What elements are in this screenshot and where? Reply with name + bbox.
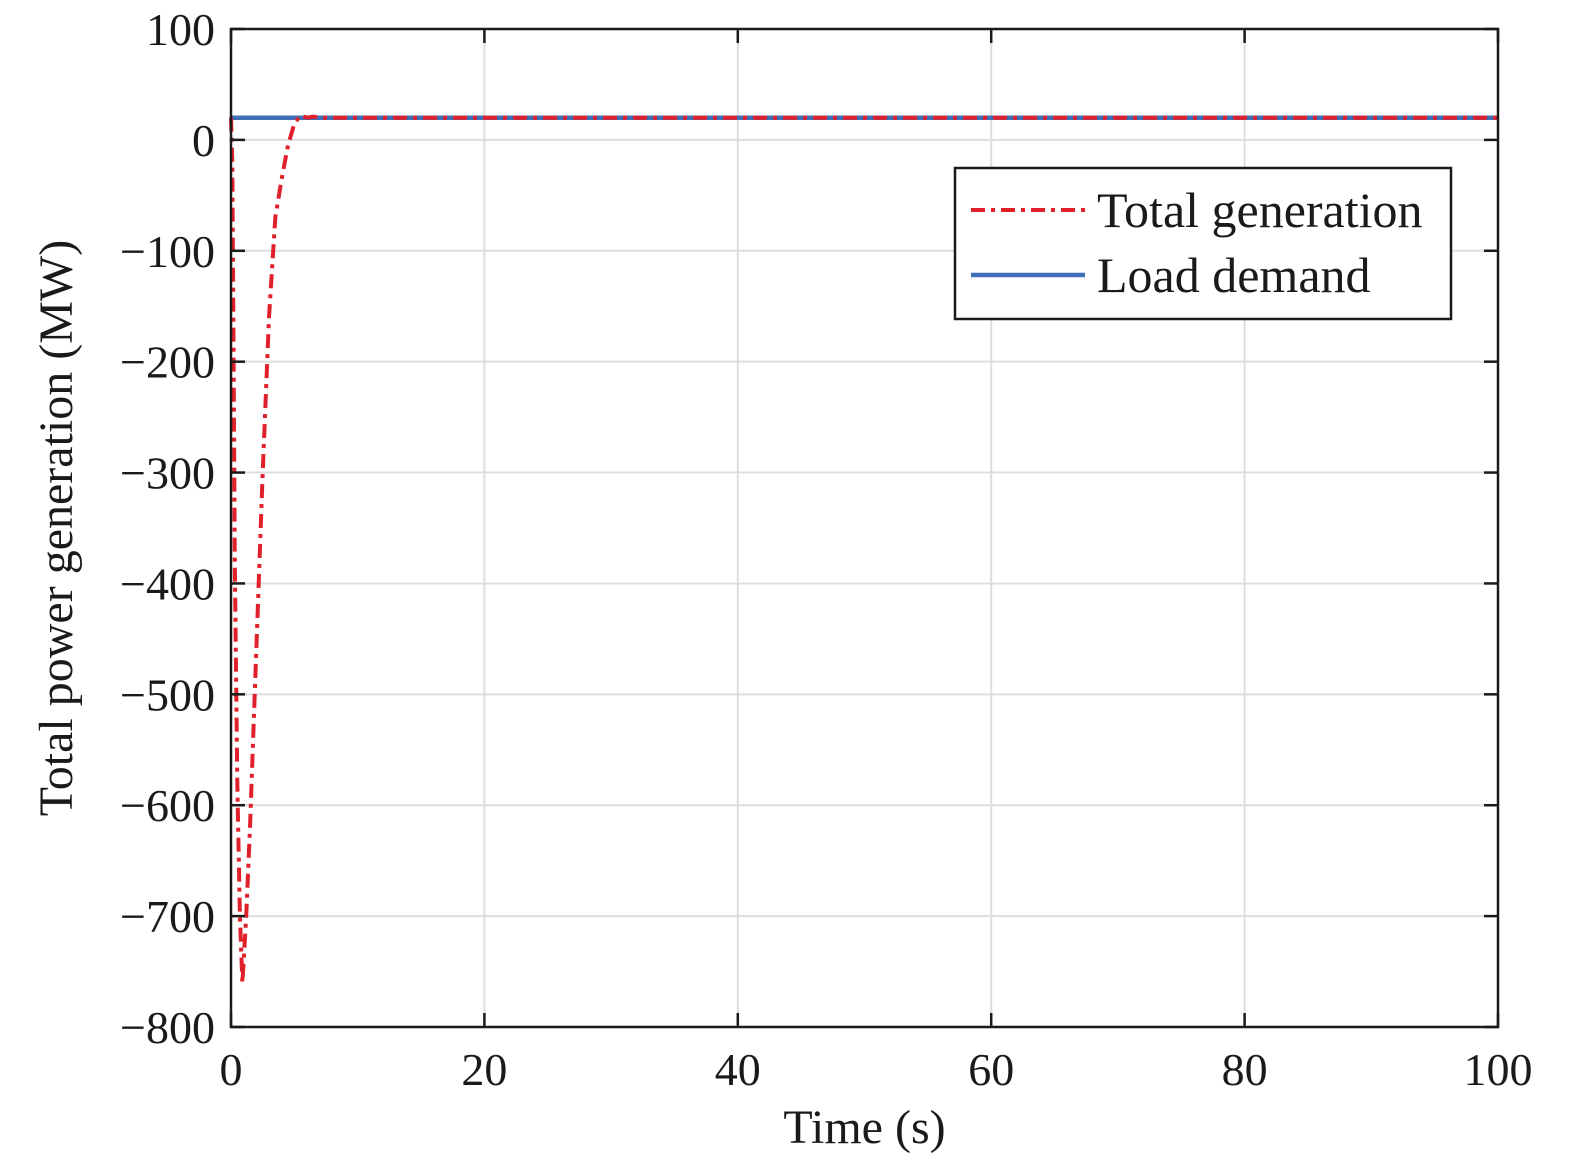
- y-tick-label: −400: [120, 558, 215, 609]
- y-tick-label: 0: [192, 115, 215, 166]
- legend: Total generation Load demand: [953, 166, 1453, 321]
- y-tick-label: 100: [146, 4, 215, 55]
- y-tick-label: −500: [120, 669, 215, 720]
- x-axis-label: Time (s): [783, 1101, 945, 1154]
- legend-box: [953, 166, 1453, 321]
- y-tick-label: −100: [120, 226, 215, 277]
- x-tick-label: 80: [1222, 1044, 1268, 1095]
- x-tick-label: 20: [461, 1044, 507, 1095]
- y-tick-label: −700: [120, 891, 215, 942]
- y-axis-label: Total power generation (MW): [30, 240, 83, 816]
- y-tick-label: −200: [120, 337, 215, 388]
- legend-label-total-generation: Total generation: [1097, 182, 1423, 238]
- series-lines: [229, 113, 1498, 985]
- x-tick-label: 40: [715, 1044, 761, 1095]
- x-tick-label: 100: [1464, 1044, 1533, 1095]
- y-tick-label: −800: [120, 1002, 215, 1053]
- plot-area-frame: [229, 27, 1500, 1029]
- axis-ticks: 0 20 40 60 80 100 100 0 −100 −200 −300 −400 −500 −600…: [120, 4, 1532, 1095]
- legend-label-load-demand: Load demand: [1097, 247, 1371, 303]
- series-line-total-generation: [229, 113, 1498, 985]
- y-tick-label: −300: [120, 448, 215, 499]
- x-tick-label: 0: [220, 1044, 243, 1095]
- x-tick-label: 60: [968, 1044, 1014, 1095]
- y-tick-label: −600: [120, 780, 215, 831]
